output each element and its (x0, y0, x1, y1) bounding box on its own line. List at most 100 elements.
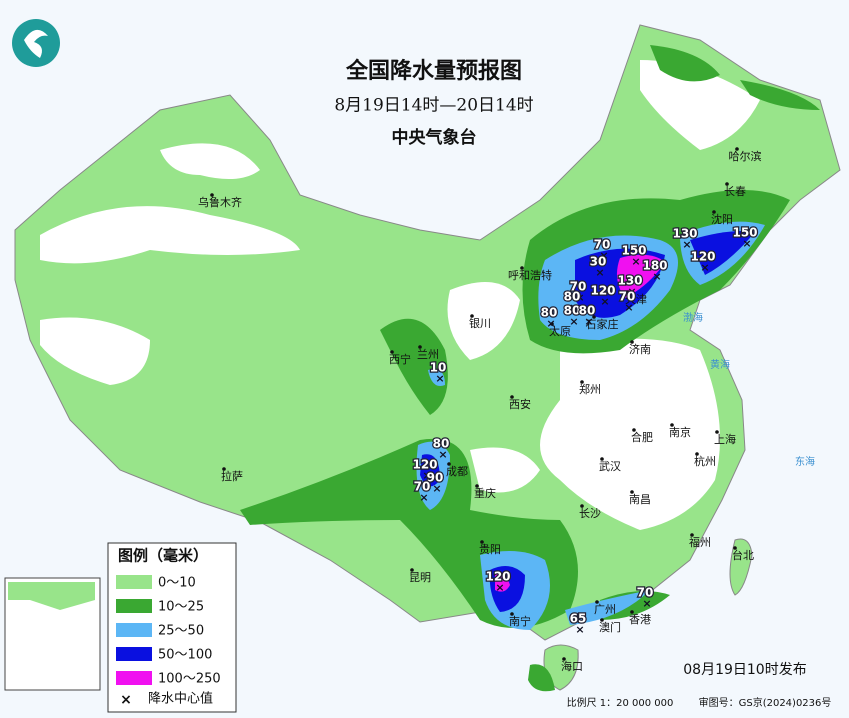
center-marker: × (438, 448, 447, 461)
map-subtitle: 8月19日14时—20日14时 (334, 96, 533, 116)
center-value: 80 (579, 304, 596, 318)
dry-area (40, 317, 150, 385)
city-label: 南宁 (509, 614, 531, 628)
city-label: 上海 (714, 432, 736, 446)
legend-label: 降水中心值 (148, 691, 213, 707)
city-label: 兰州 (417, 348, 439, 361)
city-dot (690, 533, 694, 537)
center-value: 150 (732, 226, 757, 240)
center-value: 130 (617, 274, 642, 288)
city-dot (592, 315, 596, 319)
legend-symbol: × (120, 692, 132, 708)
city-label: 长春 (724, 185, 746, 198)
center-marker: × (569, 315, 578, 328)
legend-label: 0～10 (158, 576, 196, 591)
center-value: 70 (637, 586, 654, 600)
rain-area (380, 318, 448, 415)
center-marker: × (600, 295, 609, 308)
center-marker: × (584, 315, 593, 328)
center-marker: × (700, 261, 709, 274)
city-label: 呼和浩特 (508, 268, 552, 282)
center-value: 10 (430, 361, 447, 375)
city-dot (580, 504, 584, 508)
legend-items: 0～10 10～25 25～50 50～100 100～250 × 降水中心值 (116, 575, 221, 708)
city-dot (733, 546, 737, 550)
rain-area (420, 454, 440, 487)
city-dot (210, 193, 214, 197)
center-marker: × (495, 581, 504, 594)
city-dot (712, 210, 716, 214)
city-label: 银川 (469, 316, 491, 330)
city-dot (390, 350, 394, 354)
legend-swatch (116, 671, 152, 685)
center-marker: × (599, 249, 608, 262)
center-value: 150 (621, 244, 646, 258)
center-value: 30 (590, 255, 607, 269)
city-dot (510, 395, 514, 399)
city-label: 西安 (509, 397, 531, 411)
city-dot (695, 452, 699, 456)
issuer: 中央气象台 (392, 127, 477, 148)
center-marker: × (575, 291, 584, 304)
city-label: 合肥 (631, 430, 653, 444)
rain-area (740, 80, 820, 110)
sea-label: 渤海 (683, 311, 703, 324)
center-value: 80 (564, 290, 581, 304)
city-dot (735, 147, 739, 151)
city-dot (725, 182, 729, 186)
city-label: 济南 (629, 342, 651, 356)
rain-area (565, 590, 650, 625)
city-label: 杭州 (694, 454, 716, 468)
city-dot (632, 428, 636, 432)
city-dot (600, 618, 604, 622)
city-label: 台北 (732, 548, 754, 562)
center-marker: × (595, 266, 604, 279)
center-marker: × (432, 482, 441, 495)
city-dot (562, 657, 566, 661)
city-label: 重庆 (474, 486, 496, 500)
city-dot (480, 540, 484, 544)
city-dot (595, 600, 599, 604)
city-dot (670, 423, 674, 427)
city-label: 广州 (594, 603, 616, 616)
center-value: 120 (590, 284, 615, 298)
center-marker: × (419, 491, 428, 504)
rain-area (690, 231, 755, 275)
sea-label: 黄海 (710, 358, 730, 371)
center-value: 120 (412, 458, 437, 472)
center-value: 120 (485, 570, 510, 584)
city-label: 西宁 (389, 352, 411, 366)
legend-swatch (116, 575, 152, 589)
center-marker: × (575, 623, 584, 636)
city-dot (470, 314, 474, 318)
center-value: 180 (642, 259, 667, 273)
city-label: 海口 (561, 659, 583, 673)
city-label: 成都 (446, 465, 468, 478)
legend-swatch (116, 647, 152, 661)
city-label: 南京 (669, 425, 691, 439)
city-label: 拉萨 (221, 469, 243, 483)
center-value: 130 (672, 227, 697, 241)
rain-area (495, 573, 510, 592)
center-marker: × (422, 469, 431, 482)
center-value: 70 (414, 480, 431, 494)
legend-label: 10～25 (158, 600, 204, 615)
city-label: 澳门 (599, 620, 621, 634)
legend-swatch (116, 599, 152, 613)
center-value: 90 (427, 471, 444, 485)
city-dot (410, 568, 414, 572)
city-dot (630, 490, 634, 494)
legend-title: 图例（毫米） (118, 547, 208, 565)
center-value: 80 (564, 304, 581, 318)
rain-area (616, 254, 665, 298)
city-label: 太原 (549, 325, 571, 338)
rain-100-250 (495, 254, 665, 592)
map-title: 全国降水量预报图 (345, 58, 522, 84)
rain-area (528, 664, 555, 692)
city-dot (510, 612, 514, 616)
city-label: 石家庄 (586, 317, 619, 331)
city-label: 武汉 (599, 460, 621, 473)
city-dot (715, 430, 719, 434)
taiwan (729, 538, 753, 596)
center-marker: × (546, 317, 555, 330)
